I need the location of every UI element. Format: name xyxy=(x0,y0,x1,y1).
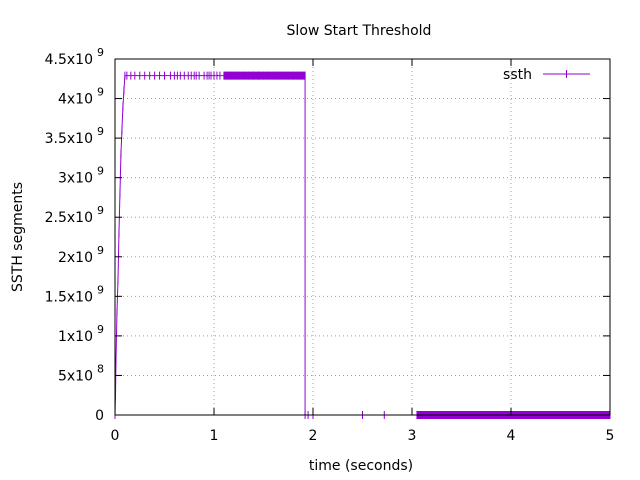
plot-frame xyxy=(114,58,611,416)
x-tick-label: 0 xyxy=(111,428,120,444)
y-tick-base: 0 xyxy=(95,408,104,424)
y-tick-label: 5x10 8 xyxy=(58,362,104,384)
x-axis-label: time (seconds) xyxy=(309,458,413,474)
y-tick-label: 4x10 9 xyxy=(58,86,104,108)
y-tick-base: 1x10 xyxy=(58,329,93,345)
y-tick-label: 4.5x10 9 xyxy=(45,46,104,68)
y-tick-exponent: 9 xyxy=(97,244,104,257)
y-tick-exponent: 9 xyxy=(97,204,104,217)
legend-label-ssth: ssth xyxy=(503,67,532,83)
y-tick-base: 3x10 xyxy=(58,171,93,187)
chart-title: Slow Start Threshold xyxy=(287,23,432,39)
y-tick-label: 2.5x10 9 xyxy=(45,204,104,226)
x-tick-label: 3 xyxy=(408,428,417,444)
y-tick-base: 2.5x10 xyxy=(45,210,93,226)
y-tick-exponent: 9 xyxy=(97,46,104,59)
y-tick-base: 3.5x10 xyxy=(45,131,93,147)
y-tick-exponent: 9 xyxy=(97,165,104,178)
y-tick-exponent: 9 xyxy=(97,283,104,296)
y-tick-label: 1.5x10 9 xyxy=(45,283,104,305)
grid xyxy=(115,59,610,415)
y-tick-label: 1x10 9 xyxy=(58,323,104,345)
y-tick-exponent: 8 xyxy=(97,362,104,375)
x-tick-label: 4 xyxy=(507,428,516,444)
y-tick-base: 1.5x10 xyxy=(45,289,93,305)
y-axis-label: SSTH segments xyxy=(10,182,26,292)
x-tick-label: 1 xyxy=(210,428,219,444)
y-tick-label: 2x10 9 xyxy=(58,244,104,266)
dense-marker-band xyxy=(223,71,306,80)
y-tick-exponent: 9 xyxy=(97,323,104,336)
y-tick-exponent: 9 xyxy=(97,86,104,99)
legend: ssth xyxy=(503,67,590,83)
x-axis: 0 1 2 3 4 5 xyxy=(111,59,615,444)
y-tick-base: 4.5x10 xyxy=(45,52,93,68)
y-tick-base: 4x10 xyxy=(58,92,93,108)
y-tick-exponent: 9 xyxy=(97,125,104,138)
y-tick-label: 3x10 9 xyxy=(58,165,104,187)
y-tick-label: 0 xyxy=(95,408,104,424)
series-layer xyxy=(114,71,611,419)
x-tick-label: 5 xyxy=(606,428,615,444)
y-tick-label: 3.5x10 9 xyxy=(45,125,104,147)
x-tick-label: 2 xyxy=(309,428,318,444)
series-line-ssth xyxy=(114,75,610,416)
y-tick-base: 2x10 xyxy=(58,250,93,266)
y-tick-base: 5x10 xyxy=(58,368,93,384)
